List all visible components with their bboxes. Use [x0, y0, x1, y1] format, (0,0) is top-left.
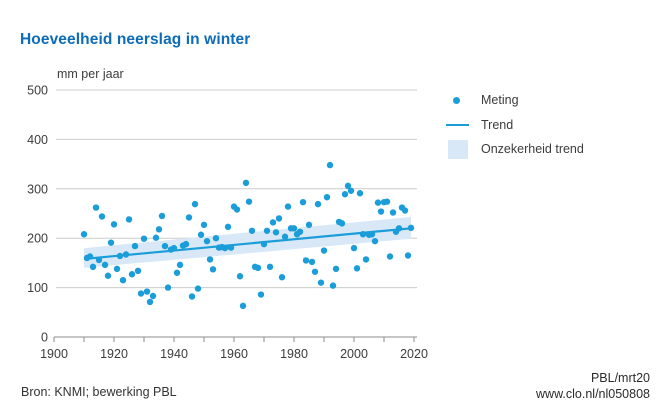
legend-swatch-wrap — [446, 139, 481, 159]
url-text: www.clo.nl/nl050808 — [536, 386, 650, 401]
uncertainty-band-icon — [448, 139, 468, 159]
legend-label: Onzekerheid trend — [481, 142, 584, 157]
x-axis — [53, 336, 417, 342]
meting-dot-icon — [453, 96, 460, 104]
source-text: Bron: KNMI; bewerking PBL — [21, 385, 177, 399]
legend-label: Meting — [481, 93, 519, 108]
trend-line — [83, 227, 412, 261]
credit-block: PBL/mrt20 www.clo.nl/nl050808 — [536, 371, 650, 402]
svg-text:0: 0 — [41, 331, 48, 345]
svg-text:1920: 1920 — [100, 347, 128, 361]
x-tick-labels: 1900 1920 1940 1960 1980 2000 2020 — [40, 347, 428, 361]
chart-title: Hoeveelheid neerslag in winter — [20, 31, 251, 48]
svg-text:1940: 1940 — [160, 347, 188, 361]
y-tick-labels: 0 100 200 300 400 500 — [27, 84, 48, 345]
svg-text:400: 400 — [27, 133, 48, 147]
svg-text:1980: 1980 — [280, 347, 308, 361]
svg-text:200: 200 — [27, 232, 48, 246]
y-axis-unit-label: mm per jaar — [57, 67, 124, 81]
svg-text:2000: 2000 — [340, 347, 368, 361]
legend-item-trend: Trend — [446, 113, 606, 138]
svg-text:300: 300 — [27, 182, 48, 196]
legend-label: Trend — [481, 117, 514, 132]
svg-text:1960: 1960 — [220, 347, 248, 361]
trend-line-icon — [446, 123, 469, 126]
scatter-points — [80, 161, 415, 310]
uncertainty-band — [84, 216, 411, 268]
svg-text:500: 500 — [27, 84, 48, 98]
legend: Meting Trend Onzekerheid trend — [446, 88, 606, 162]
legend-swatch-wrap — [446, 123, 481, 126]
svg-text:2020: 2020 — [400, 347, 428, 361]
svg-text:100: 100 — [27, 281, 48, 295]
svg-text:1900: 1900 — [40, 347, 68, 361]
legend-swatch-wrap — [446, 96, 481, 104]
legend-item-onzekerheid: Onzekerheid trend — [446, 137, 606, 162]
legend-item-meting: Meting — [446, 88, 606, 113]
credit-text: PBL/mrt20 — [590, 371, 650, 385]
